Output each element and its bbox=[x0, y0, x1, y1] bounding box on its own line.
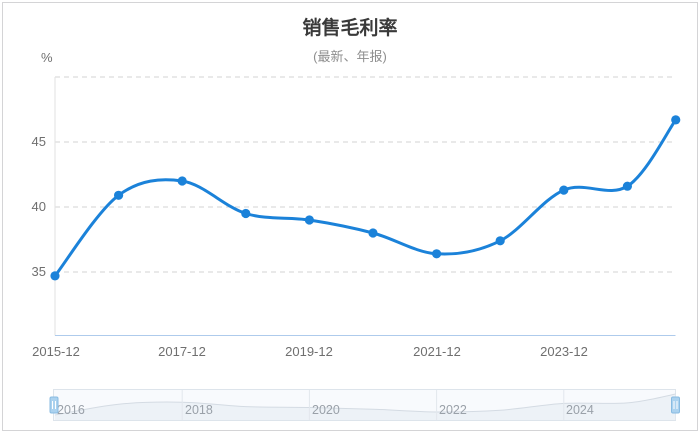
x-axis-ticks: 2015-12 2017-12 2019-12 2021-12 2023-12 bbox=[32, 344, 588, 359]
series-points bbox=[50, 115, 681, 281]
x-tick-2019-12: 2019-12 bbox=[285, 344, 333, 359]
datazoom-label-2022: 2022 bbox=[439, 403, 467, 417]
x-tick-2021-12: 2021-12 bbox=[413, 344, 461, 359]
data-point-2023-12[interactable] bbox=[559, 185, 569, 195]
data-point-2018-12[interactable] bbox=[241, 208, 251, 219]
y-axis-ticks: 35 40 45 bbox=[32, 134, 46, 279]
data-point-2020-12[interactable] bbox=[368, 228, 378, 238]
y-axis-unit-label: % bbox=[41, 50, 53, 65]
data-point-2019-12[interactable] bbox=[304, 215, 314, 225]
chart-title: 销售毛利率 bbox=[302, 16, 397, 39]
chart-subtitle: (最新、年报) bbox=[313, 49, 387, 64]
datazoom-label-2020: 2020 bbox=[312, 403, 340, 417]
data-point-2017-12[interactable] bbox=[177, 176, 187, 186]
y-tick-35: 35 bbox=[32, 264, 46, 279]
datazoom-dividers bbox=[181, 390, 565, 420]
datazoom-handle-right[interactable] bbox=[671, 396, 680, 414]
y-tick-40: 40 bbox=[32, 199, 46, 214]
datazoom-labels: 2016 2018 2020 2022 2024 bbox=[57, 403, 594, 417]
x-tick-2017-12: 2017-12 bbox=[158, 344, 206, 359]
x-tick-2023-12: 2023-12 bbox=[540, 344, 588, 359]
datazoom-handle-left[interactable] bbox=[49, 396, 59, 414]
gridlines bbox=[55, 76, 676, 273]
data-point-2022-12[interactable] bbox=[495, 236, 505, 246]
datazoom-label-2024: 2024 bbox=[566, 403, 594, 417]
datazoom-label-2018: 2018 bbox=[185, 403, 213, 417]
data-point-2016-12[interactable] bbox=[114, 190, 124, 200]
plot-area[interactable] bbox=[55, 77, 676, 336]
y-tick-45: 45 bbox=[32, 134, 46, 149]
data-point-2024-12[interactable] bbox=[622, 181, 633, 191]
x-tick-2015-12: 2015-12 bbox=[32, 344, 80, 359]
datazoom-label-2016: 2016 bbox=[57, 403, 85, 417]
datazoom-mini-area bbox=[55, 394, 676, 420]
data-point-2015-12[interactable] bbox=[50, 271, 60, 281]
datazoom-slider: 2016 2018 2020 2022 2024 bbox=[49, 389, 680, 421]
data-point-最新[interactable] bbox=[671, 115, 681, 125]
datazoom-mini-line bbox=[54, 393, 676, 416]
data-point-2021-12[interactable] bbox=[432, 249, 442, 259]
